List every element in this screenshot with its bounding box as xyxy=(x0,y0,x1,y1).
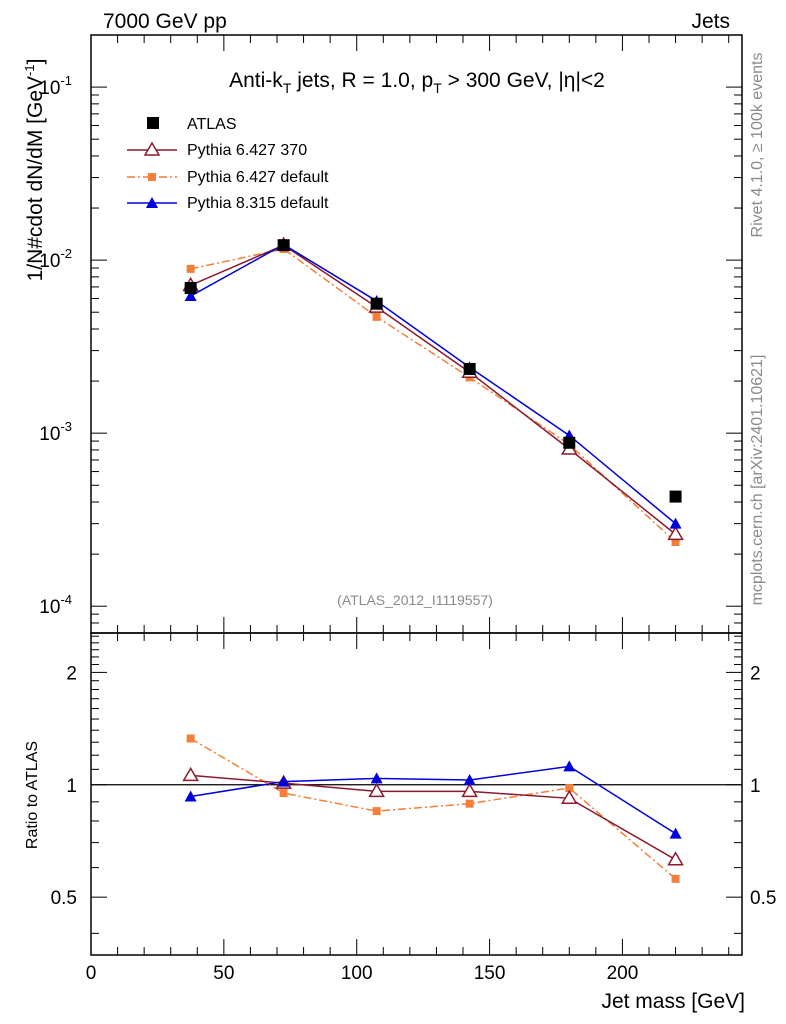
axis-ticks: 0 50 100 150 200 10-1 10-2 10-3 10-4 2 2 1 1 0.5 0.5 xyxy=(39,34,776,984)
x-tick-label: 0 xyxy=(86,963,97,984)
series-layer xyxy=(182,236,684,883)
series-2-ratio-point xyxy=(372,807,381,816)
series-0-point xyxy=(370,297,383,310)
series-3-ratio-point xyxy=(669,827,682,839)
series-3-ratio-point xyxy=(277,775,290,787)
y-tick-label-ratio-left: 2 xyxy=(66,663,77,684)
series-3-point xyxy=(184,290,197,302)
series-1-ratio-point xyxy=(461,782,478,798)
x-tick-label: 150 xyxy=(474,963,506,984)
series-1-line-ratio xyxy=(190,774,676,861)
legend-label-py8-default: Pythia 8.315 default xyxy=(187,195,329,212)
series-1-line-main xyxy=(190,244,677,535)
series-2-ratio-point xyxy=(279,789,288,798)
series-0-point xyxy=(669,490,682,503)
legend-label-py6-default: Pythia 6.427 default xyxy=(187,169,329,186)
series-3-ratio-point xyxy=(370,772,383,784)
series-0-point xyxy=(184,282,197,295)
y-tick-label-ratio-right: 0.5 xyxy=(750,888,776,909)
series-3-line-main xyxy=(190,243,677,525)
series-1-point xyxy=(667,525,684,541)
series-2-point xyxy=(372,312,381,321)
y-tick-label-ratio-left: 1 xyxy=(66,776,77,797)
x-tick-label: 100 xyxy=(341,963,373,984)
series-2-ratio-point xyxy=(465,799,474,808)
series-2-line-ratio xyxy=(190,737,677,880)
series-1-ratio-point xyxy=(560,789,578,805)
series-3-group xyxy=(184,238,682,839)
legend-marker-py8-default xyxy=(146,197,158,208)
x-tick-label: 50 xyxy=(213,963,234,984)
series-0-point xyxy=(463,362,476,375)
series-1-ratio-point xyxy=(667,851,684,866)
series-0-point xyxy=(277,239,290,252)
category-label: Jets xyxy=(691,10,730,33)
series-2-point xyxy=(671,537,680,546)
series-2-ratio-point xyxy=(186,734,195,743)
y-tick-label-main: 10-2 xyxy=(39,246,72,272)
x-tick-label: 200 xyxy=(607,963,639,984)
y-tick-label-ratio-right: 2 xyxy=(750,663,761,684)
series-2-ratio-point xyxy=(565,784,574,793)
series-2-point xyxy=(186,264,195,273)
y-tick-label-main: 10-3 xyxy=(39,419,72,445)
series-1-group xyxy=(182,236,684,866)
series-0-point xyxy=(563,436,576,449)
series-3-line-ratio xyxy=(190,765,676,835)
series-1-ratio-point xyxy=(368,782,385,798)
legend-marker-py6-370 xyxy=(143,141,161,156)
analysis-id: (ATLAS_2012_I1119557) xyxy=(337,592,493,608)
series-3-ratio-point xyxy=(184,790,197,802)
rivet-label: Rivet 4.1.0, ≥ 100k events xyxy=(749,53,766,238)
y-axis-label-main: 1/N#cdot dN/dM [GeV-1] xyxy=(22,59,47,282)
legend-marker-py6-default xyxy=(148,173,156,181)
y-tick-label-main: 10-1 xyxy=(39,73,72,99)
x-axis-label: Jet mass [GeV] xyxy=(601,990,745,1013)
y-tick-label-ratio-left: 0.5 xyxy=(51,888,77,909)
series-2-ratio-point xyxy=(671,874,680,883)
energy-label: 7000 GeV pp xyxy=(103,10,227,33)
series-0-group xyxy=(184,239,682,503)
y-axis-label-ratio: Ratio to ATLAS xyxy=(24,741,41,849)
mcplots-label: mcplots.cern.ch [arXiv:2401.10621] xyxy=(749,355,766,606)
legend-label-atlas: ATLAS xyxy=(187,116,237,133)
series-3-ratio-point xyxy=(463,773,476,785)
series-1-ratio-point xyxy=(182,766,199,782)
plot-title: Anti-kT jets, R = 1.0, pT > 300 GeV, |η|… xyxy=(229,69,605,96)
y-tick-label-ratio-right: 1 xyxy=(750,776,761,797)
series-3-ratio-point xyxy=(563,760,576,772)
legend-label-py6-370: Pythia 6.427 370 xyxy=(187,142,307,159)
y-tick-label-main: 10-4 xyxy=(39,592,72,618)
legend: ATLAS Pythia 6.427 370 Pythia 6.427 defa… xyxy=(127,116,329,212)
series-3-point xyxy=(669,517,682,529)
legend-marker-atlas xyxy=(147,117,159,129)
series-2-line-main xyxy=(190,248,677,543)
ratio-panel-frame xyxy=(90,632,743,956)
